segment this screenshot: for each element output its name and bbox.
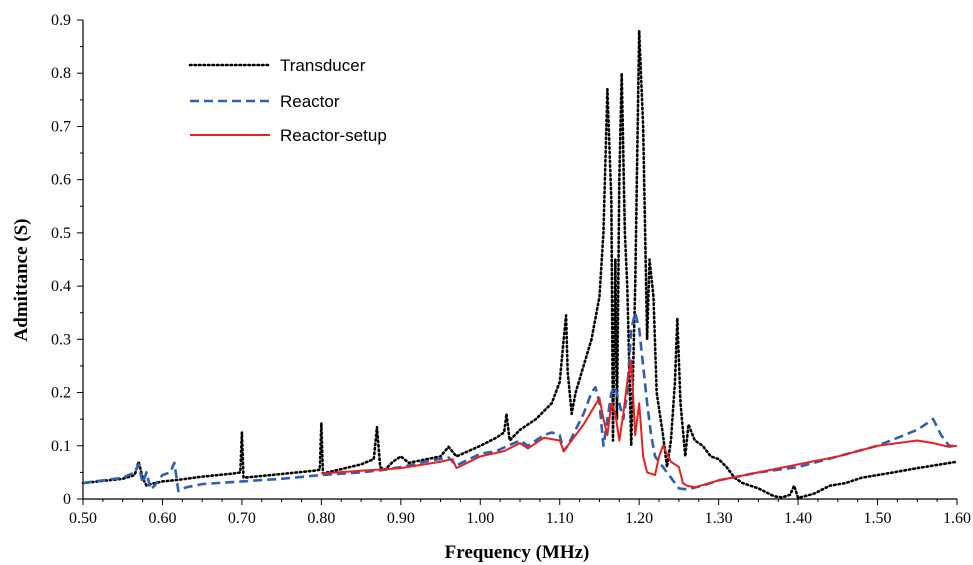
x-tick-label: 0.90 xyxy=(387,510,415,527)
y-axis-label: Admittance (S) xyxy=(11,219,32,342)
y-tick-label: 0.8 xyxy=(51,65,71,82)
y-tick-label: 0.1 xyxy=(51,438,71,455)
x-tick-label: 1.30 xyxy=(705,510,733,527)
x-tick-label: 0.50 xyxy=(69,510,97,527)
x-axis-label: Frequency (MHz) xyxy=(445,542,590,563)
series-line-reactor xyxy=(82,311,957,493)
x-tick-label: 0.70 xyxy=(228,510,256,527)
y-tick-label: 0.3 xyxy=(51,331,71,348)
x-tick-label: 1.00 xyxy=(466,510,494,527)
legend-label-reactor-setup: Reactor-setup xyxy=(280,126,387,145)
x-tick-label: 1.10 xyxy=(546,510,574,527)
y-tick-label: 0 xyxy=(63,491,71,508)
legend: Transducer Reactor Reactor-setup xyxy=(188,56,387,145)
x-tick-label: 1.20 xyxy=(625,510,653,527)
series-line-reactor-setup xyxy=(321,359,958,489)
axes: 0 0.1 0.2 0.3 0.4 0.5 0.6 0.7 0.8 0.9 0.50 0.60 0.70… xyxy=(51,12,971,527)
series-layer xyxy=(81,29,959,500)
x-tick-label: 1.50 xyxy=(864,510,892,527)
y-tick-label: 0.4 xyxy=(51,278,71,295)
legend-label-reactor: Reactor xyxy=(280,92,340,111)
x-tick-label: 1.60 xyxy=(943,510,971,527)
x-tick-label: 1.40 xyxy=(784,510,812,527)
y-tick-label: 0.6 xyxy=(51,172,71,189)
x-tick-label: 0.80 xyxy=(307,510,335,527)
y-tick-label: 0.7 xyxy=(51,118,71,135)
series-line-transducer xyxy=(81,29,959,500)
legend-label-transducer: Transducer xyxy=(280,56,366,75)
x-tick-label: 0.60 xyxy=(148,510,176,527)
y-tick-label: 0.2 xyxy=(51,385,71,402)
y-tick-label: 0.9 xyxy=(51,12,71,29)
y-tick-label: 0.5 xyxy=(51,225,71,242)
